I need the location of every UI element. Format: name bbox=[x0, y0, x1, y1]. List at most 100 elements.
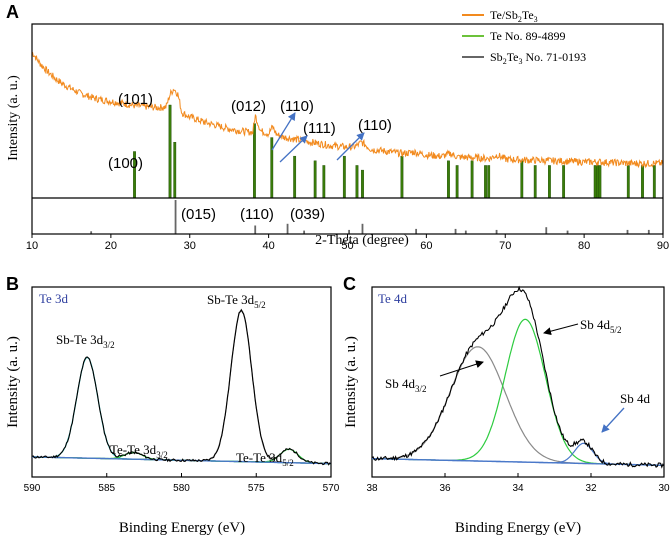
sb2te3-reference-line bbox=[545, 227, 548, 234]
te-reference-line bbox=[270, 137, 274, 199]
te-reference-line bbox=[598, 165, 602, 199]
label-tete-3d32: Te-Te 3d3/2 bbox=[110, 442, 168, 460]
te-reference-lines bbox=[133, 104, 656, 199]
sb2te3-reference-line bbox=[361, 223, 364, 234]
te-reference-line bbox=[355, 165, 359, 199]
panel-a-label: A bbox=[6, 2, 19, 22]
x-tick-label: 580 bbox=[173, 483, 190, 494]
peak-label-012: (012) bbox=[231, 98, 266, 115]
peak-label-100: (100) bbox=[108, 155, 143, 172]
legend: Te/Sb2Te3 Te No. 89-4899 Sb2Te3 No. 71-0… bbox=[462, 8, 586, 66]
te-reference-line bbox=[342, 155, 346, 199]
te-reference-line bbox=[313, 160, 317, 199]
x-tick-label: 32 bbox=[585, 483, 597, 494]
plot-frame-c bbox=[371, 286, 665, 478]
te-reference-line bbox=[484, 165, 487, 199]
label-sbte-3d32: Sb-Te 3d3/2 bbox=[56, 332, 115, 350]
x-axis-title-a: 2-Theta (degree) bbox=[315, 233, 409, 248]
x-tick-label-a: 50 bbox=[341, 240, 353, 252]
te-reference-line bbox=[596, 165, 599, 199]
sb2te3-reference-line bbox=[286, 223, 289, 234]
sb2te3-reference-line bbox=[626, 229, 629, 234]
label-sb-4d52: Sb 4d5/2 bbox=[580, 317, 622, 335]
x-tick-label-a: 10 bbox=[26, 240, 38, 252]
y-axis-title-a: Intensity (a. u.) bbox=[6, 75, 21, 161]
peak-label-039: (039) bbox=[290, 206, 325, 223]
peak-label-015: (015) bbox=[181, 206, 216, 223]
peak-label-101: (101) bbox=[118, 91, 153, 108]
sb2te3-reference-line bbox=[174, 200, 177, 234]
te-reference-line bbox=[173, 141, 177, 199]
raw-spectrum-line bbox=[31, 308, 332, 466]
label-tete-3d52: Te-Te 3d5/2 bbox=[236, 450, 294, 468]
x-tick-label: 36 bbox=[439, 483, 451, 494]
te-reference-line bbox=[487, 165, 491, 199]
raw-spectrum-line bbox=[371, 285, 665, 469]
sb2te3-reference-line bbox=[254, 225, 257, 234]
label-sbte-3d52: Sb-Te 3d5/2 bbox=[207, 292, 266, 310]
sb2te3-reference-line bbox=[303, 230, 306, 234]
te-reference-line bbox=[641, 165, 644, 199]
y-axis-title-c: Intensity (a. u.) bbox=[343, 336, 359, 428]
arrow-111 bbox=[279, 135, 308, 163]
te-reference-line bbox=[470, 160, 474, 199]
peak-label-110-a: (110) bbox=[280, 98, 314, 115]
panel-c-axes: 38 36 34 32 30 bbox=[366, 473, 670, 494]
plot-frame-b bbox=[31, 286, 332, 478]
x-tick-label: 585 bbox=[98, 483, 115, 494]
sb2te3-reference-line bbox=[647, 229, 650, 234]
te-reference-line bbox=[652, 165, 656, 199]
te-reference-line bbox=[400, 155, 404, 199]
x-tick-label-a: 80 bbox=[578, 240, 590, 252]
panel-a: A 10 20 30 40 50 60 70 80 90 Te/Sb2Te3 Te No. 89… bbox=[6, 2, 669, 252]
te-reference-line bbox=[322, 165, 326, 199]
label-sb-4d32: Sb 4d3/2 bbox=[385, 376, 427, 394]
label-sb-4d: Sb 4d bbox=[620, 391, 650, 406]
sb2te3-reference-lines bbox=[90, 200, 650, 234]
sb2te3-reference-line bbox=[90, 231, 93, 234]
sb2te3-reference-line bbox=[464, 230, 467, 234]
te-reference-line bbox=[253, 123, 256, 199]
sb2te3-reference-line bbox=[415, 228, 418, 234]
x-tick-label: 34 bbox=[512, 483, 524, 494]
panel-b-title: Te 3d bbox=[39, 291, 69, 306]
te-reference-line bbox=[533, 165, 537, 199]
arrow-sb-4d52 bbox=[543, 323, 579, 336]
panel-b-label: B bbox=[6, 274, 19, 294]
peak-label-110-c: (110) bbox=[240, 206, 274, 223]
x-tick-label-a: 20 bbox=[105, 240, 117, 252]
arrow-110-b bbox=[336, 132, 365, 161]
x-tick-label-a: 40 bbox=[263, 240, 275, 252]
sb2te3-reference-line bbox=[348, 229, 350, 234]
sb2te3-reference-line bbox=[495, 229, 498, 234]
te-reference-line bbox=[626, 165, 630, 199]
panel-a-axes: 10 20 30 40 50 60 70 80 90 bbox=[26, 23, 669, 252]
y-axis-title-b: Intensity (a. u.) bbox=[5, 336, 21, 428]
x-tick-label-a: 30 bbox=[184, 240, 196, 252]
x-tick-label: 590 bbox=[24, 483, 41, 494]
legend-label-te: Te No. 89-4899 bbox=[490, 29, 565, 43]
x-axis-title-b: Binding Energy (eV) bbox=[119, 520, 245, 536]
peak-label-110-b: (110) bbox=[358, 117, 392, 134]
x-tick-label-a: 60 bbox=[420, 240, 432, 252]
legend-label-xrd: Te/Sb2Te3 bbox=[490, 8, 538, 24]
arrow-sb-4d32 bbox=[439, 360, 484, 377]
te4d-spectrum bbox=[371, 285, 665, 469]
x-tick-label: 570 bbox=[323, 483, 340, 494]
x-tick-label: 38 bbox=[366, 483, 378, 494]
x-tick-label: 575 bbox=[248, 483, 265, 494]
arrow-sb-4d bbox=[601, 407, 625, 433]
panel-c: C Te 4d 38 36 34 32 30 Sb 4d3/2 Sb 4d5/2 Sb … bbox=[343, 274, 670, 536]
xrd-series-line bbox=[31, 51, 664, 169]
x-tick-label-a: 90 bbox=[657, 240, 669, 252]
arrow-110-a bbox=[271, 112, 296, 151]
peak-label-111: (111) bbox=[303, 120, 336, 137]
te-reference-line bbox=[520, 160, 524, 199]
te-reference-line bbox=[593, 165, 597, 199]
legend-label-sb2te3: Sb2Te3 No. 71-0193 bbox=[490, 50, 586, 66]
sb2te3-reference-line bbox=[454, 228, 457, 234]
panel-b-axes: 590 585 580 575 570 bbox=[24, 473, 340, 494]
te-reference-line bbox=[293, 155, 297, 199]
te-reference-line bbox=[168, 104, 172, 199]
